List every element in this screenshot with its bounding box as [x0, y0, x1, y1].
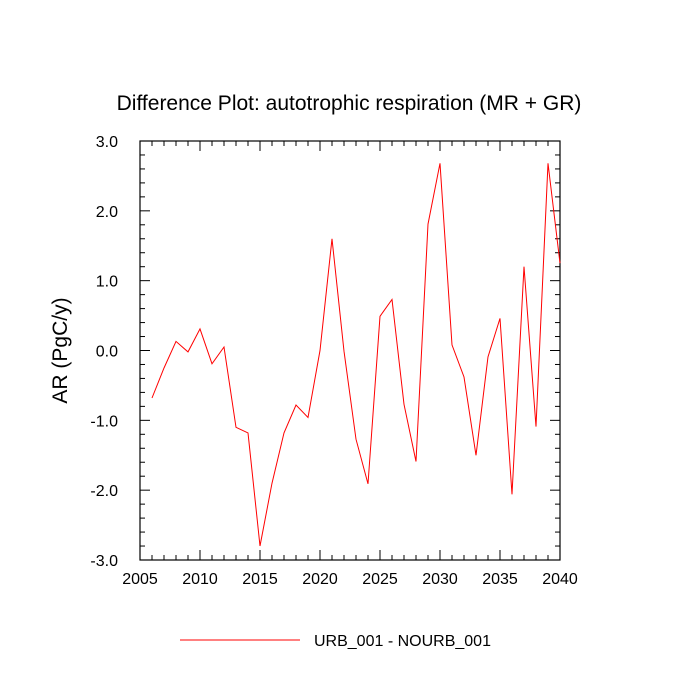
x-tick-label: 2005	[122, 571, 158, 588]
x-tick-label: 2015	[242, 571, 278, 588]
chart-title: Difference Plot: autotrophic respiration…	[117, 92, 582, 115]
legend-label: URB_001 - NOURB_001	[314, 633, 491, 650]
x-tick-label: 2040	[542, 571, 578, 588]
y-tick-label: 3.0	[96, 134, 118, 151]
y-tick-label: -2.0	[90, 483, 118, 500]
y-axis-label: AR (PgC/y)	[49, 297, 72, 403]
plot-area: 2005 2010 2015 2020 2025 2030 2035 2040 -3.0 -2.0…	[90, 134, 577, 588]
y-tick-label: -1.0	[90, 413, 118, 430]
x-tick-label: 2030	[422, 571, 458, 588]
x-tick-label: 2035	[482, 571, 518, 588]
legend: URB_001 - NOURB_001	[180, 633, 491, 650]
x-tick-label: 2020	[302, 571, 338, 588]
y-tick-label: 0.0	[96, 344, 118, 361]
x-tick-label: 2010	[182, 571, 218, 588]
y-tick-label: 2.0	[96, 204, 118, 221]
y-tick-label: -3.0	[90, 553, 118, 570]
x-tick-label: 2025	[362, 571, 398, 588]
y-tick-label: 1.0	[96, 274, 118, 291]
series-line	[151, 163, 561, 547]
plot-frame	[139, 140, 561, 561]
y-axis-label-group: AR (PgC/y)	[49, 297, 72, 403]
